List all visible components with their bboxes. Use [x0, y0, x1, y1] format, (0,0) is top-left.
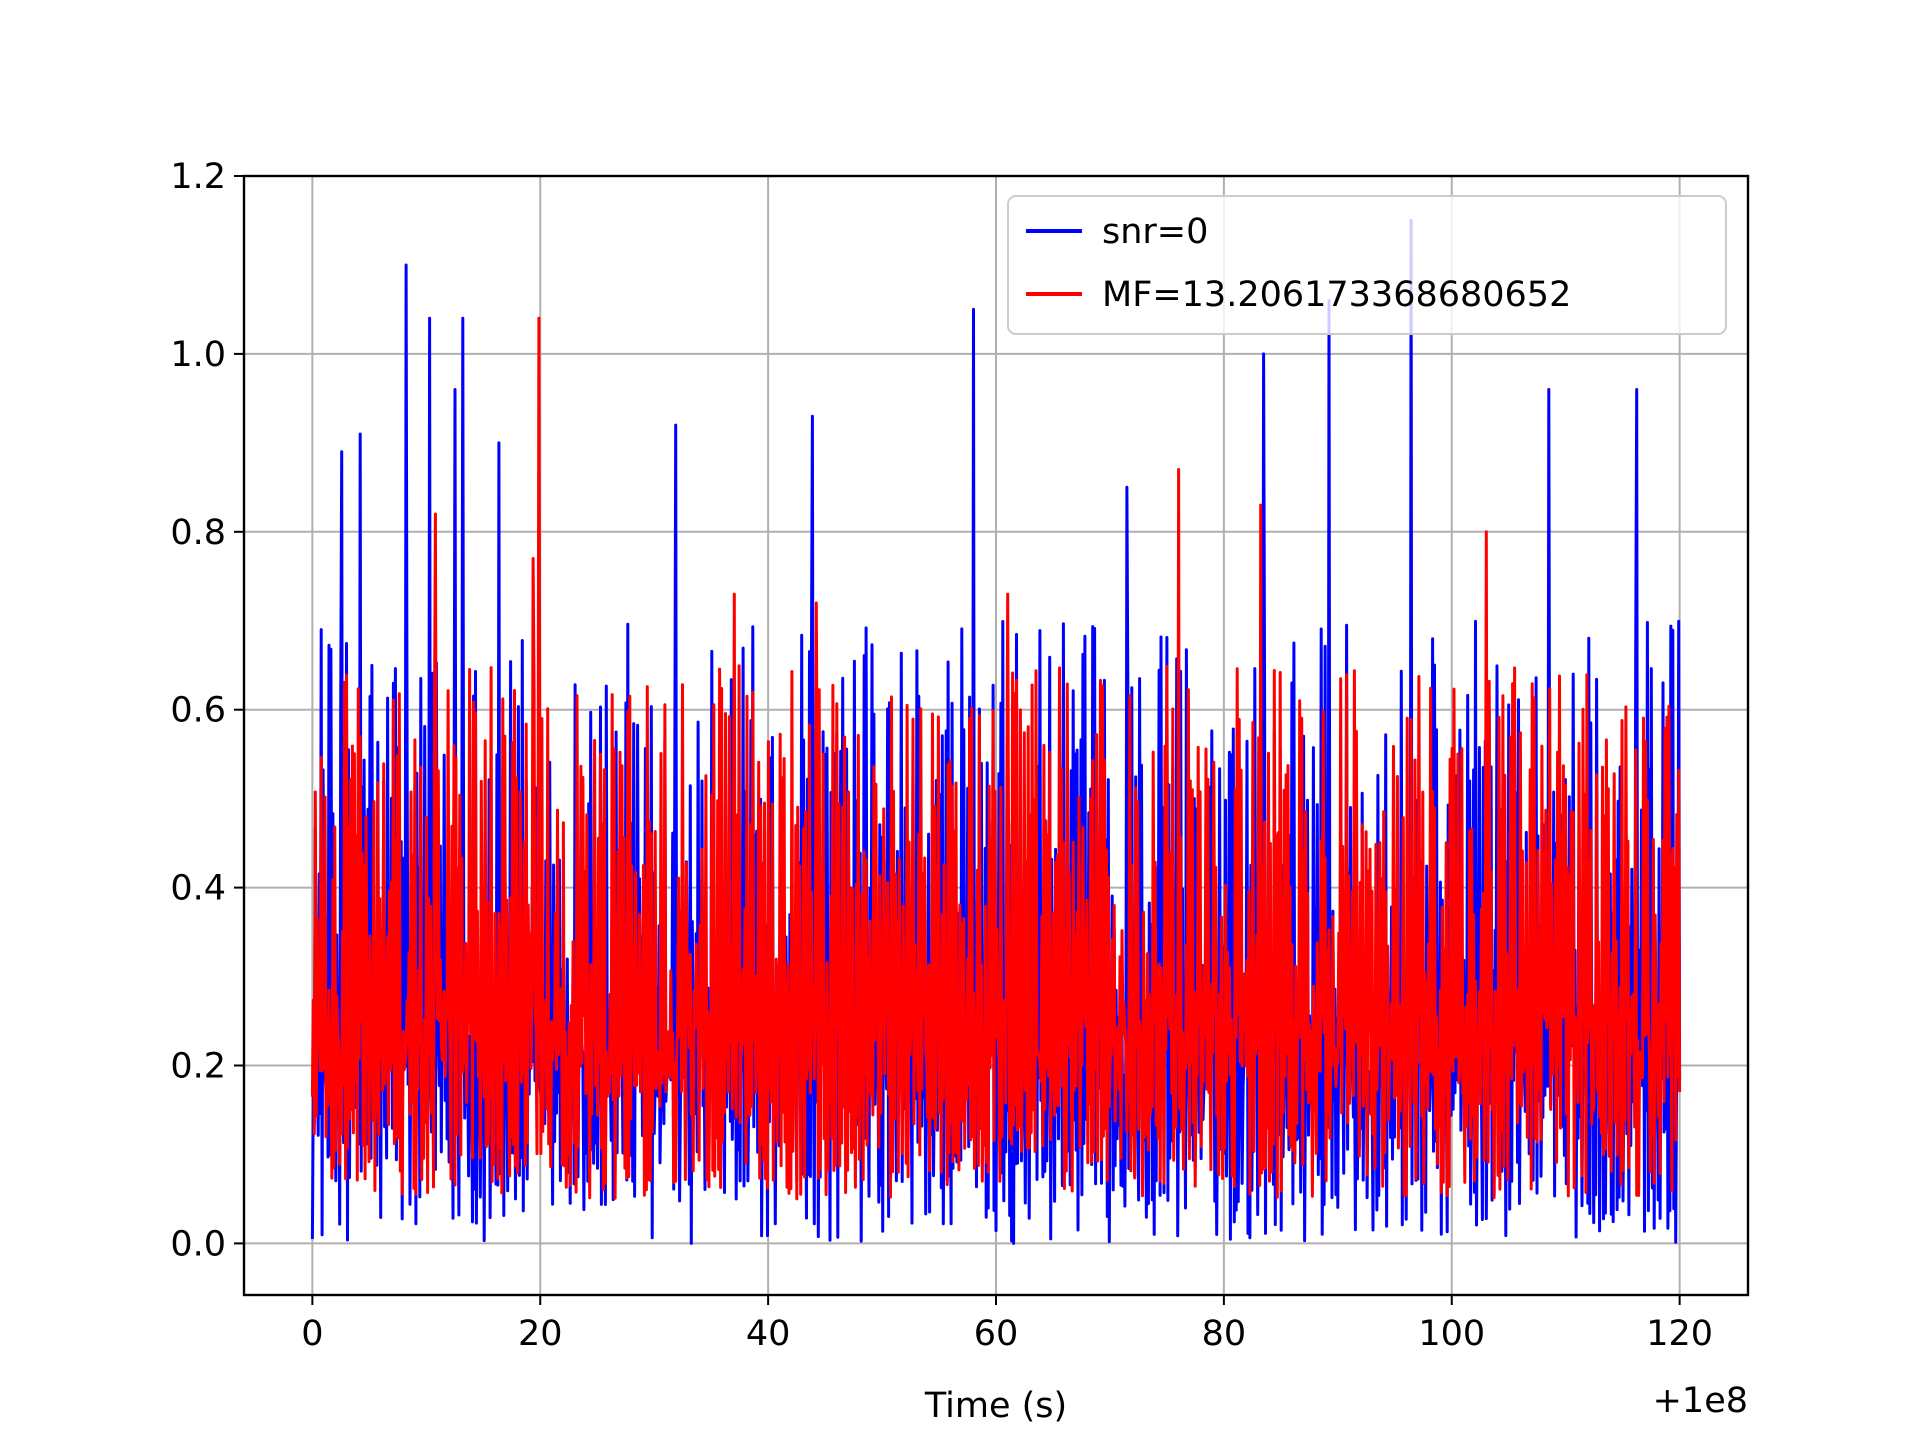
- x-axis-label: Time (s): [924, 1386, 1067, 1426]
- y-axis-ticks: 0.0 0.2 0.4 0.6 0.8 1.0 1.2: [170, 157, 244, 1264]
- y-tick-label: 0.6: [170, 691, 226, 731]
- y-tick-label: 1.0: [170, 335, 226, 375]
- x-tick-label: 20: [518, 1314, 563, 1354]
- legend-label-snr: snr=0: [1102, 212, 1208, 252]
- y-tick-label: 1.2: [170, 157, 226, 197]
- legend: snr=0 MF=13.206173368680652: [1007, 195, 1727, 335]
- x-tick-label: 40: [746, 1314, 791, 1354]
- x-axis-ticks: 0 20 40 60 80 100 120: [301, 1295, 1713, 1354]
- x-tick-label: 120: [1646, 1314, 1713, 1354]
- x-axis-offset-label: +1e8: [1653, 1381, 1748, 1421]
- legend-label-mf: MF=13.206173368680652: [1102, 275, 1571, 315]
- series-layer: [310, 219, 1682, 1245]
- x-tick-label: 80: [1202, 1314, 1247, 1354]
- x-tick-label: 0: [301, 1314, 323, 1354]
- series-line-1: [310, 316, 1682, 1201]
- x-tick-label: 60: [974, 1314, 1019, 1354]
- plot-area: [310, 219, 1682, 1245]
- y-tick-label: 0.8: [170, 513, 226, 553]
- legend-box: [1007, 195, 1727, 335]
- y-tick-label: 0.2: [170, 1047, 226, 1087]
- x-tick-label: 100: [1418, 1314, 1485, 1354]
- y-tick-label: 0.0: [170, 1224, 226, 1264]
- y-tick-label: 0.4: [170, 869, 226, 909]
